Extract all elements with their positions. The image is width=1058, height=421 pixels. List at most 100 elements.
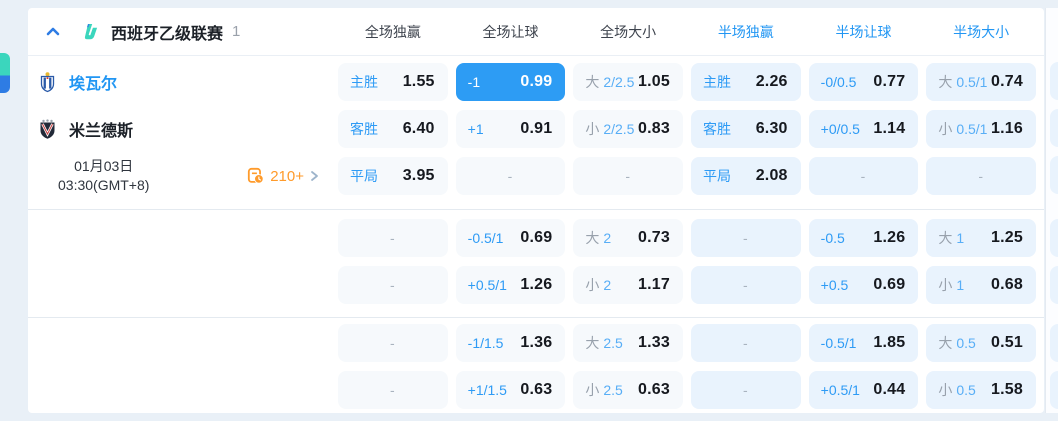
odds-label: +1 [467,121,484,137]
odds-cell-half-win-home[interactable]: 主胜 2.26 [690,63,801,101]
odds-cell-full-win-away[interactable]: 客胜 6.40 [338,110,448,148]
odds-cell-half-handicap[interactable]: -0.5/1 1.85 [808,324,919,362]
odds-cell-full-handicap-home-selected[interactable]: -1 0.99 [455,63,566,101]
odds-value: 0.69 [520,229,553,246]
odds-cell-half-over[interactable]: 大 0.5 0.51 [926,324,1036,362]
home-team-row[interactable]: 埃瓦尔 [28,63,330,101]
odds-cell-half-under[interactable]: 小 0.5 1.58 [926,371,1036,409]
odds-value: 6.40 [402,120,435,137]
ou-prefix: 大 [938,335,953,351]
odds-value: 0.51 [991,334,1023,351]
odds-cell-half-handicap[interactable]: +0.5 0.69 [808,266,919,304]
odds-label: +1/1.5 [467,382,507,398]
odds-cell-full-under[interactable]: 小 2.5 0.63 [573,371,683,409]
odds-label: 主胜 [702,74,731,90]
odds-label: -0/0.5 [820,74,857,90]
column-header-full-overunder: 全场大小 [600,23,657,40]
dash: - [978,168,983,184]
away-team-row[interactable]: 米兰德斯 [28,110,330,148]
odds-cell-full-handicap-away[interactable]: +1 0.91 [455,110,566,148]
ou-line: 0.5/1 [956,121,988,137]
odds-cell-full-under[interactable]: 小 2/2.5 0.83 [573,110,683,148]
match-datetime: 01月03日 03:30(GMT+8) [58,157,149,195]
ou-line: 1 [956,277,965,293]
ou-line: 0.5 [956,335,976,351]
dash: - [389,230,395,246]
ou-prefix: 小 [938,121,953,137]
odds-value: 0.44 [873,381,906,398]
odds-value: 2.26 [755,73,788,90]
odds-cell-half-draw[interactable]: 平局 2.08 [690,157,801,195]
column-header-half-win: 半场独赢 [717,23,774,40]
odds-value: 1.33 [638,334,670,351]
ou-prefix: 小 [585,277,600,293]
ou-line: 1 [956,230,965,246]
more-chevron-icon [311,171,318,181]
column-header-full-win: 全场独赢 [364,23,421,40]
odds-cell-half-handicap[interactable]: -0.5 1.26 [808,219,919,257]
odds-value: 0.77 [873,73,906,90]
league-title-group[interactable]: 西班牙乙级联赛 1 [28,20,330,44]
odds-cell-full-win-home[interactable]: 主胜 1.55 [338,63,448,101]
odds-value: 0.73 [638,229,670,246]
spacer [28,324,330,409]
ou-prefix: 大 [938,74,953,90]
collapse-chevron-icon[interactable] [45,24,61,40]
group-divider [28,209,1044,210]
edge-floating-tab[interactable] [0,53,10,93]
overunder-label: 大 0.5 [938,333,975,353]
ou-line: 2.5 [603,335,623,351]
odds-label: +0.5/1 [820,382,860,398]
peek-cell [1050,324,1058,362]
dash: - [625,168,630,184]
column-header-half-overunder: 半场大小 [953,23,1010,40]
overunder-label: 小 0.5 [938,380,975,400]
header-divider [28,55,1044,56]
odds-cell-full-handicap[interactable]: +0.5/1 1.26 [455,266,566,304]
ou-line: 0.5/1 [956,74,988,90]
odds-value: 1.17 [638,276,670,293]
odds-label: 平局 [702,168,731,184]
odds-cell-half-win-away[interactable]: 客胜 6.30 [690,110,801,148]
dash: - [742,277,748,293]
odds-cell-full-handicap[interactable]: +1/1.5 0.63 [455,371,566,409]
odds-cell-full-over[interactable]: 大 2/2.5 1.05 [573,63,683,101]
odds-label: 客胜 [350,121,378,137]
odds-cell-half-handicap-away[interactable]: +0/0.5 1.14 [808,110,919,148]
odds-label: -0.5/1 [820,335,857,351]
odds-cell-full-handicap[interactable]: -0.5/1 0.69 [455,219,566,257]
overunder-label: 小 0.5/1 [938,119,987,139]
odds-cell-full-draw[interactable]: 平局 3.95 [338,157,448,195]
odds-value: 3.95 [402,167,435,184]
more-odds-count: 210+ [270,167,304,185]
odds-cell-half-under[interactable]: 小 0.5/1 1.16 [926,110,1036,148]
odds-cell-full-over[interactable]: 大 2.5 1.33 [573,324,683,362]
peek-cell [1050,266,1058,304]
odds-value: 0.63 [638,381,670,398]
odds-label: 客胜 [702,121,731,137]
odds-cell-empty: - [338,371,448,409]
odds-cell-half-over[interactable]: 大 0.5/1 0.74 [926,63,1036,101]
odds-cell-half-handicap[interactable]: +0.5/1 0.44 [808,371,919,409]
odds-value: 1.14 [873,120,906,137]
more-odds-link[interactable]: 210+ [247,167,320,185]
ou-line: 2 [603,230,612,246]
odds-value: 0.74 [991,73,1023,90]
home-team-name: 埃瓦尔 [69,76,118,93]
overunder-label: 大 2/2.5 [585,72,634,92]
odds-value: 6.30 [755,120,788,137]
odds-cell-full-handicap[interactable]: -1/1.5 1.36 [455,324,566,362]
odds-value: 0.99 [520,73,553,90]
spacer [28,219,330,304]
odds-cell-half-handicap-home[interactable]: -0/0.5 0.77 [808,63,919,101]
column-header-half-handicap: 半场让球 [835,23,892,40]
away-team-name: 米兰德斯 [69,123,134,140]
odds-label: +0/0.5 [820,121,860,137]
